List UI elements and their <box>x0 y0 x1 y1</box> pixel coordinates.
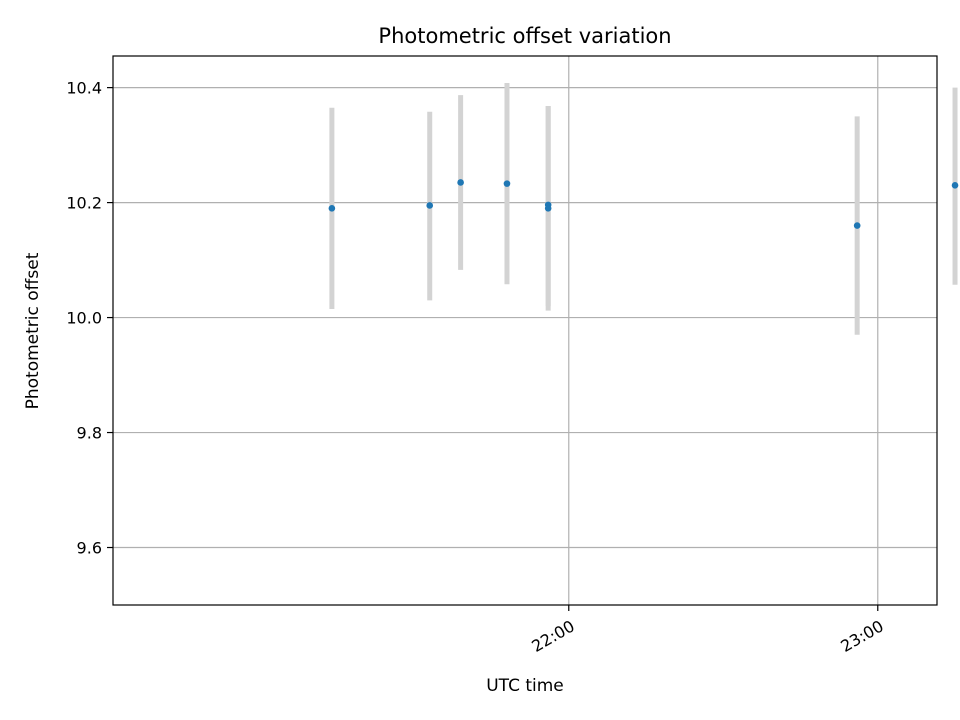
y-tick-label: 10.4 <box>66 79 102 98</box>
y-tick-label: 9.8 <box>77 424 102 443</box>
point-layer <box>328 179 959 229</box>
data-point <box>853 222 861 229</box>
y-tick-label: 9.6 <box>77 539 102 558</box>
y-tick-label: 10.0 <box>66 309 102 328</box>
data-point <box>503 180 511 187</box>
data-point <box>328 205 336 212</box>
data-point <box>426 202 434 209</box>
y-tick-label: 10.2 <box>66 194 102 213</box>
chart-title: Photometric offset variation <box>378 24 671 48</box>
data-point <box>951 182 959 189</box>
grid-layer <box>113 56 937 605</box>
data-point <box>457 179 464 186</box>
y-axis-label: Photometric offset <box>23 252 43 409</box>
plot-frame <box>112 55 938 606</box>
data-point <box>544 205 552 212</box>
x-axis-label: UTC time <box>486 676 564 696</box>
